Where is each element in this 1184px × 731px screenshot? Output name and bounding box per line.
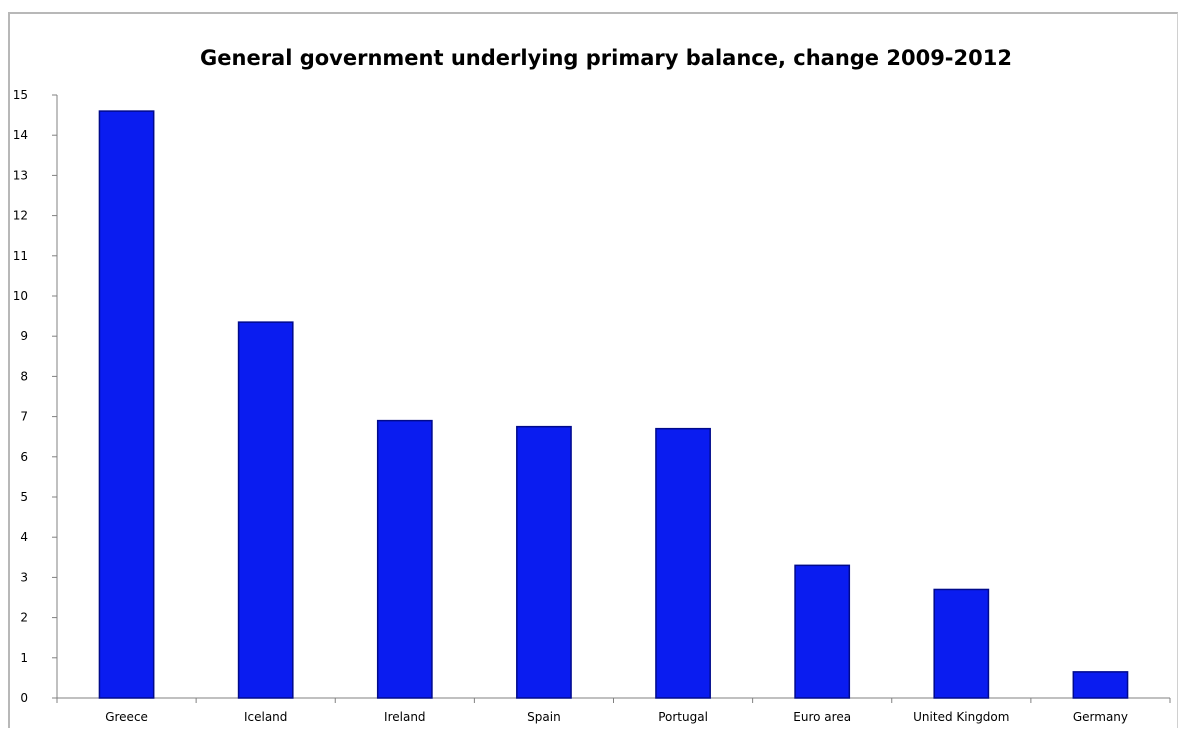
y-tick-label: 10 (13, 289, 28, 303)
y-tick-label: 11 (13, 249, 28, 263)
y-tick-label: 4 (20, 530, 28, 544)
y-tick-label: 3 (20, 570, 28, 584)
y-tick-label: 12 (13, 209, 28, 223)
chart-title: General government underlying primary ba… (200, 46, 1012, 70)
y-tick-label: 9 (20, 329, 28, 343)
x-tick-label: Greece (105, 710, 148, 724)
bar-portugal (655, 427, 711, 699)
bar-chart: General government underlying primary ba… (13, 46, 1171, 724)
y-tick-label: 0 (20, 691, 28, 705)
bar-united-kingdom (933, 588, 990, 699)
y-tick-label: 15 (13, 88, 28, 102)
x-tick-label: Spain (527, 710, 561, 724)
x-tick-label: United Kingdom (913, 710, 1009, 724)
bars (98, 110, 1129, 699)
x-tick-label: Ireland (384, 710, 426, 724)
x-tick-label: Euro area (793, 710, 851, 724)
bar-iceland (237, 321, 294, 699)
x-tick-label: Germany (1073, 710, 1128, 724)
bar-greece (98, 110, 155, 699)
y-tick-label: 7 (20, 410, 28, 424)
y-tick-label: 2 (20, 611, 28, 625)
y-tick-label: 6 (20, 450, 28, 464)
y-tick-label: 1 (20, 651, 28, 665)
x-tick-label: Portugal (658, 710, 708, 724)
x-tick-label: Iceland (244, 710, 287, 724)
bar-ireland (376, 419, 433, 699)
bar-germany (1072, 671, 1129, 699)
y-tick-label: 14 (13, 128, 28, 142)
x-axis: Greece Iceland Ireland Spain Portugal Euro ar… (56, 697, 1171, 724)
y-tick-label: 8 (20, 369, 28, 383)
bar-spain (516, 425, 572, 699)
chart-frame: General government underlying primary ba… (8, 12, 1178, 728)
y-tick-label: 5 (20, 490, 28, 504)
y-tick-label: 13 (13, 168, 28, 182)
bar-euro-area (794, 564, 851, 699)
